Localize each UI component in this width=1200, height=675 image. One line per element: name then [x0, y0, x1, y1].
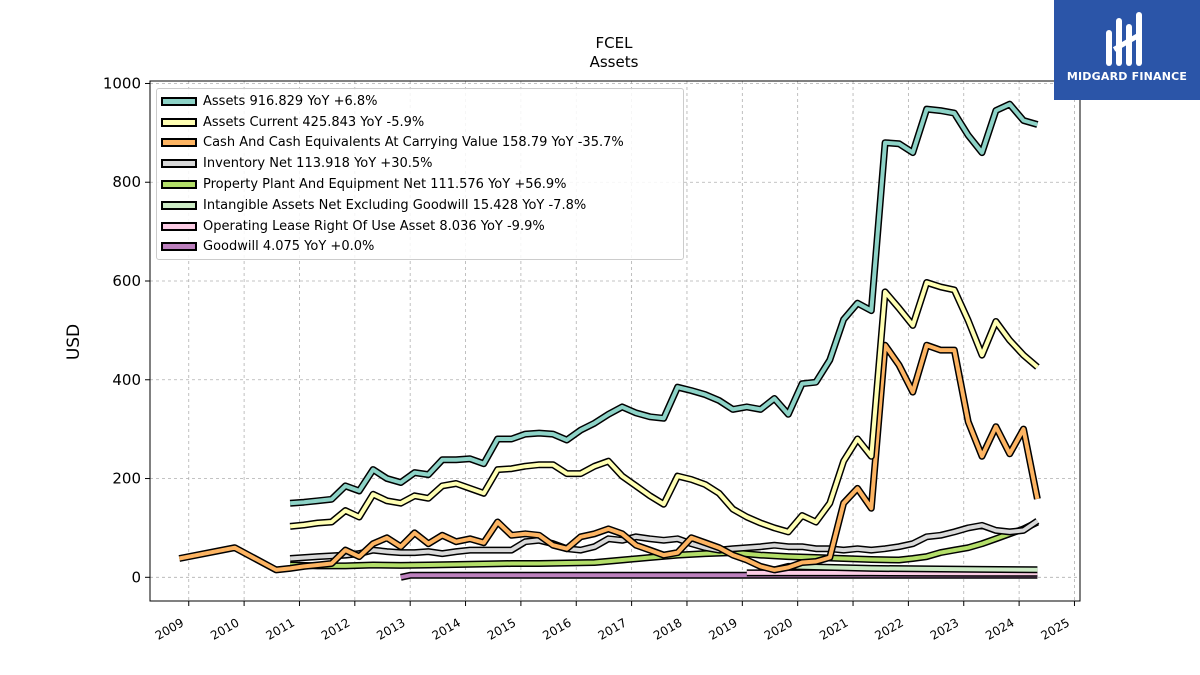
- x-axis: 2009 2010 2011 2012 2013 2014 2015 2016 2017 2018…: [153, 601, 1075, 643]
- series-inventory-net: [289, 518, 1040, 562]
- midgard-logo-icon: [1106, 12, 1142, 66]
- y-tick-label: 600: [112, 272, 141, 290]
- x-tick-label: 2024: [983, 615, 1016, 642]
- x-tick-label: 2022: [872, 615, 905, 642]
- x-tick-label: 2015: [485, 615, 518, 642]
- brand-name: MIDGARD FINANCE: [1066, 70, 1188, 83]
- legend-swatch: [161, 200, 197, 210]
- brand-logo: MIDGARD FINANCE: [1054, 0, 1200, 100]
- chart-title: FCEL: [596, 34, 634, 52]
- axes-frame: [149, 80, 1081, 602]
- y-tick-label: 400: [112, 371, 141, 389]
- legend-swatch: [161, 221, 197, 231]
- legend-swatch: [161, 138, 197, 148]
- legend-swatch: [161, 117, 197, 127]
- legend-swatch: [161, 180, 197, 190]
- legend-swatch: [161, 242, 197, 252]
- x-tick-label: 2017: [596, 615, 629, 642]
- legend-item: Inventory Net 113.918 YoY +30.5%: [161, 153, 683, 174]
- legend-label: Operating Lease Right Of Use Asset 8.036…: [203, 218, 545, 234]
- legend: Assets 916.829 YoY +6.8% Assets Current 4…: [156, 88, 684, 260]
- legend-label: Cash And Cash Equivalents At Carrying Va…: [203, 135, 624, 151]
- legend-item: Property Plant And Equipment Net 111.576…: [161, 174, 683, 195]
- x-tick-label: 2016: [540, 615, 573, 642]
- chart-subtitle: Assets: [590, 53, 639, 71]
- y-tick-label: 200: [112, 470, 141, 488]
- legend-label: Assets 916.829 YoY +6.8%: [203, 93, 378, 109]
- x-tick-label: 2018: [651, 615, 684, 642]
- legend-item: Assets 916.829 YoY +6.8%: [161, 91, 683, 112]
- legend-label: Assets Current 425.843 YoY -5.9%: [203, 114, 425, 130]
- series-assets: [289, 100, 1039, 507]
- plot-area: [178, 100, 1041, 581]
- legend-item: Cash And Cash Equivalents At Carrying Va…: [161, 133, 683, 154]
- x-tick-label: 2012: [319, 615, 352, 642]
- x-tick-label: 2014: [430, 615, 463, 642]
- x-tick-label: 2010: [208, 615, 241, 642]
- series-line: [289, 280, 1039, 534]
- legend-label: Inventory Net 113.918 YoY +30.5%: [203, 156, 433, 172]
- legend-item: Operating Lease Right Of Use Asset 8.036…: [161, 216, 683, 237]
- series-cash-and-cash-equivalents-at-carrying-value: [178, 341, 1041, 574]
- y-axis: 0 200 400 600 800 1000: [103, 74, 150, 586]
- series-intangible-assets-net-excluding-goodwill: [773, 562, 1038, 574]
- x-tick-label: 2019: [706, 615, 739, 642]
- x-tick-label: 2011: [264, 615, 297, 642]
- legend-swatch: [161, 96, 197, 106]
- legend-item: Intangible Assets Net Excluding Goodwill…: [161, 195, 683, 216]
- x-tick-label: 2013: [374, 615, 407, 642]
- y-tick-label: 0: [131, 568, 141, 586]
- legend-label: Intangible Assets Net Excluding Goodwill…: [203, 197, 587, 213]
- x-tick-label: 2009: [153, 615, 186, 642]
- legend-item: Goodwill 4.075 YoY +0.0%: [161, 237, 683, 258]
- y-tick-label: 1000: [103, 74, 141, 92]
- series-line: [289, 102, 1038, 506]
- x-tick-label: 2021: [817, 615, 850, 642]
- series-line: [178, 343, 1040, 572]
- legend-item: Assets Current 425.843 YoY -5.9%: [161, 112, 683, 133]
- x-tick-label: 2023: [928, 615, 961, 642]
- x-tick-label: 2020: [762, 615, 795, 642]
- y-axis-label: USD: [64, 324, 84, 360]
- legend-label: Property Plant And Equipment Net 111.576…: [203, 177, 567, 193]
- legend-label: Goodwill 4.075 YoY +0.0%: [203, 239, 375, 255]
- series-assets-current: [289, 279, 1040, 536]
- x-tick-label: 2025: [1039, 615, 1072, 642]
- series-line-outline: [289, 279, 1040, 536]
- series-line: [289, 519, 1039, 561]
- y-tick-label: 800: [112, 173, 141, 191]
- legend-swatch: [161, 159, 197, 169]
